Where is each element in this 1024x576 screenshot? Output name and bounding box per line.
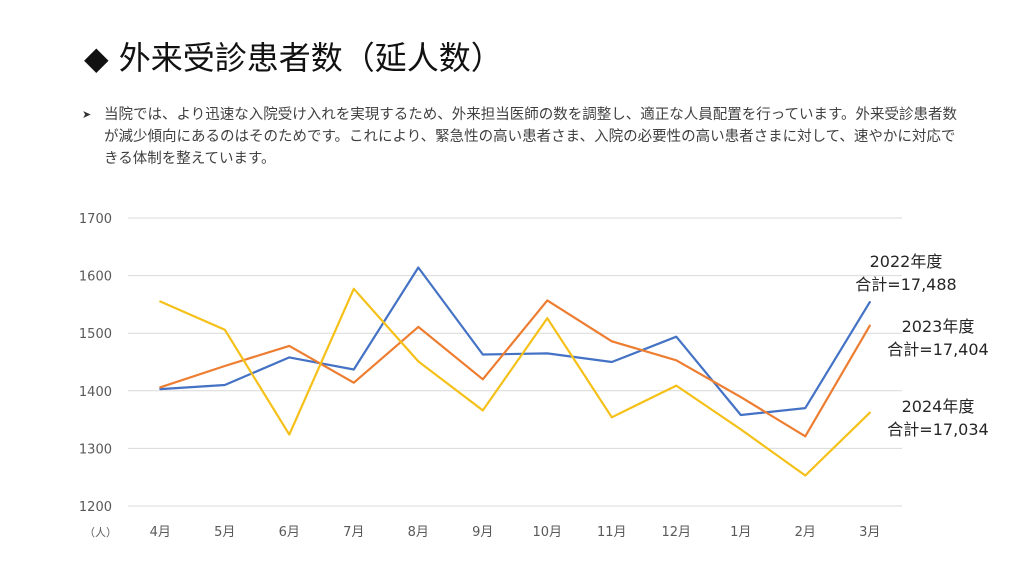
x-tick-label: 10月 [532, 525, 562, 540]
series-line [159, 299, 871, 438]
y-tick-label: 1600 [79, 270, 112, 285]
bullet-arrow-icon: ➤ [82, 108, 92, 121]
series-total-label: 合計=17,404 [887, 340, 988, 359]
x-tick-label: 8月 [408, 525, 429, 540]
y-tick-label: 1500 [79, 327, 112, 342]
x-tick-label: 2月 [795, 525, 816, 540]
series-name-label: 2022年度 [870, 252, 943, 271]
x-tick-label: 7月 [343, 525, 364, 540]
x-tick-label: 12月 [661, 525, 691, 540]
series-total-label: 合計=17,488 [855, 275, 956, 294]
x-axis: 4月 5月 6月 7月 8月 9月 10月 11月 12月 1月 2月 3月 [150, 525, 881, 540]
x-tick-label: 6月 [279, 525, 300, 540]
page-title: ◆ 外来受診患者数（延人数） [84, 39, 503, 77]
chart-grid [128, 217, 902, 507]
series-name-label: 2023年度 [902, 317, 975, 336]
series-name-label: 2024年度 [902, 397, 975, 416]
x-tick-label: 5月 [214, 525, 235, 540]
chart-series [159, 266, 871, 477]
x-tick-label: 4月 [150, 525, 171, 540]
y-unit-label: （人） [84, 526, 117, 539]
y-tick-label: 1700 [79, 212, 112, 227]
y-axis: 1700 1600 1500 1400 1300 1200 （人） [79, 212, 117, 539]
series-line [159, 266, 871, 417]
x-tick-label: 1月 [730, 525, 751, 540]
series-total-label: 合計=17,034 [887, 420, 988, 439]
x-tick-label: 11月 [597, 525, 627, 540]
x-tick-label: 9月 [472, 525, 493, 540]
x-tick-label: 3月 [859, 525, 880, 540]
y-tick-label: 1300 [79, 442, 112, 457]
description-text: 当院では、より迅速な入院受け入れを実現するため、外来担当医師の数を調整し、適正な… [104, 107, 958, 167]
series-line [159, 287, 871, 477]
description: ➤ 当院では、より迅速な入院受け入れを実現するため、外来担当医師の数を調整し、適… [82, 104, 962, 170]
y-tick-label: 1200 [79, 500, 112, 515]
y-tick-label: 1400 [79, 385, 112, 400]
